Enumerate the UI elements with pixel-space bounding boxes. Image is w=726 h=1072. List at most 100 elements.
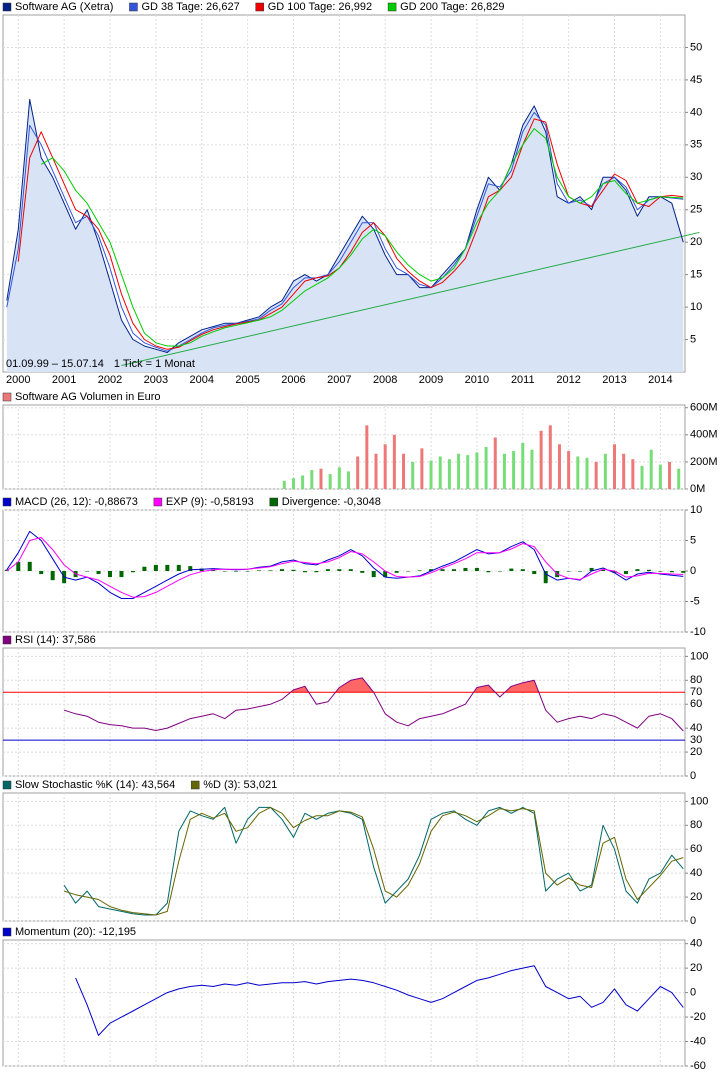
y-tick-label: 15 (690, 269, 702, 281)
y-tick-label: 40 (690, 106, 702, 118)
legend-swatch (129, 2, 138, 12)
y-tick-label: 35 (690, 139, 702, 151)
legend-label: Software AG (Xetra) (15, 1, 113, 13)
y-tick-label: 60 (690, 698, 702, 710)
divergence-bar (589, 567, 594, 571)
volume-bar (291, 478, 295, 489)
divergence-bar (325, 569, 330, 571)
divergence-bar (497, 571, 502, 572)
divergence-bar (302, 571, 307, 573)
divergence-bar (245, 571, 250, 572)
volume-bar (310, 470, 314, 489)
divergence-bar (486, 571, 491, 573)
divergence-bar (50, 571, 55, 581)
divergence-bar (383, 571, 388, 578)
volume-bar (282, 480, 286, 489)
divergence-bar (234, 571, 239, 572)
y-tick-label: 0 (690, 565, 696, 577)
x-tick-label: 2002 (98, 374, 122, 386)
y-tick-label: 40 (690, 722, 702, 734)
series-line (63, 806, 684, 916)
divergence-bar (520, 569, 525, 571)
y-tick-label: 40 (690, 867, 702, 879)
volume-bar (484, 447, 488, 489)
divergence-bar (142, 566, 147, 571)
y-tick-label: 400M (690, 429, 718, 441)
reference-label: 30 (690, 734, 702, 746)
y-tick-label: 80 (690, 819, 702, 831)
volume-bar (429, 460, 433, 489)
divergence-bar (119, 571, 124, 578)
divergence-bar (543, 571, 548, 584)
volume-bar (557, 444, 561, 489)
series-line (6, 111, 684, 352)
divergence-bar (578, 571, 583, 572)
x-tick-label: 2006 (281, 374, 305, 386)
panel: 0 20 40 60 80 100 Slow Stochastic %K (14): 43,… (2, 779, 708, 927)
volume-bar (392, 434, 396, 489)
date-range: 01.09.99 – 15.07.14 (6, 358, 104, 370)
y-tick-label: 0 (690, 915, 696, 927)
y-tick-label: -20 (690, 1011, 706, 1023)
legend-label: MACD (26, 12): -0,88673 (15, 496, 138, 508)
volume-bar (411, 461, 415, 489)
legend-swatch (255, 2, 264, 12)
volume-bar (402, 453, 406, 489)
divergence-bar (658, 571, 663, 572)
panel: 0 20 40 60 80 100 RSI (14): 37,586 70 30 (2, 634, 708, 782)
legend-label: Divergence: -0,3048 (282, 496, 381, 508)
volume-bar (301, 475, 305, 489)
volume-bar (530, 449, 534, 489)
volume-bar (328, 474, 332, 489)
divergence-bar (153, 564, 158, 571)
divergence-bar (16, 561, 21, 571)
volume-bar (622, 453, 626, 489)
legend-label: Software AG Volumen in Euro (15, 391, 161, 403)
legend-swatch (2, 497, 12, 507)
volume-bar (658, 464, 662, 489)
y-tick-label: 0M (690, 483, 705, 495)
panel: -10 -5 0 5 10 MACD (26, 12): -0,88673 EXP (9):… (2, 496, 706, 638)
volume-bar (475, 452, 479, 489)
y-tick-label: 5 (690, 333, 696, 345)
x-tick-label: 2004 (189, 374, 213, 386)
series-line (75, 965, 684, 1036)
divergence-bar (463, 567, 468, 571)
x-tick-label: 2003 (144, 374, 168, 386)
volume-bar (420, 448, 424, 489)
divergence-bar (451, 569, 456, 571)
legend-swatch (2, 2, 12, 12)
volume-bar (374, 453, 378, 489)
y-tick-label: -60 (690, 1060, 706, 1072)
divergence-bar (27, 561, 32, 571)
x-tick-label: 2009 (419, 374, 443, 386)
legend-swatch (387, 2, 397, 12)
legend-swatch (2, 635, 12, 645)
panel: -60 -40 -20 0 20 40 Momentum (20): -12,195 (2, 926, 706, 1072)
y-tick-label: 100 (690, 795, 708, 807)
volume-bar (603, 453, 607, 489)
y-tick-label: 0 (690, 770, 696, 782)
divergence-bar (635, 569, 640, 571)
divergence-bar (417, 570, 422, 571)
volume-bar (447, 459, 451, 489)
volume-bar (457, 453, 461, 489)
legend-swatch (2, 927, 12, 937)
y-tick-label: 20 (690, 891, 702, 903)
divergence-bar (268, 570, 273, 571)
y-tick-label: 45 (690, 74, 702, 86)
divergence-bar (85, 571, 90, 572)
divergence-bar (360, 571, 365, 573)
volume-bar (668, 461, 672, 489)
x-tick-label: 2011 (511, 374, 535, 386)
divergence-bar (681, 571, 686, 573)
volume-bar (337, 467, 341, 489)
y-tick-label: 0 (690, 987, 696, 999)
divergence-bar (623, 571, 628, 575)
volume-bar (548, 425, 552, 489)
divergence-bar (669, 571, 674, 573)
volume-bar (319, 468, 323, 489)
volume-bar (539, 430, 543, 489)
series-line (6, 98, 684, 353)
legend-label: RSI (14): 37,586 (15, 634, 96, 646)
